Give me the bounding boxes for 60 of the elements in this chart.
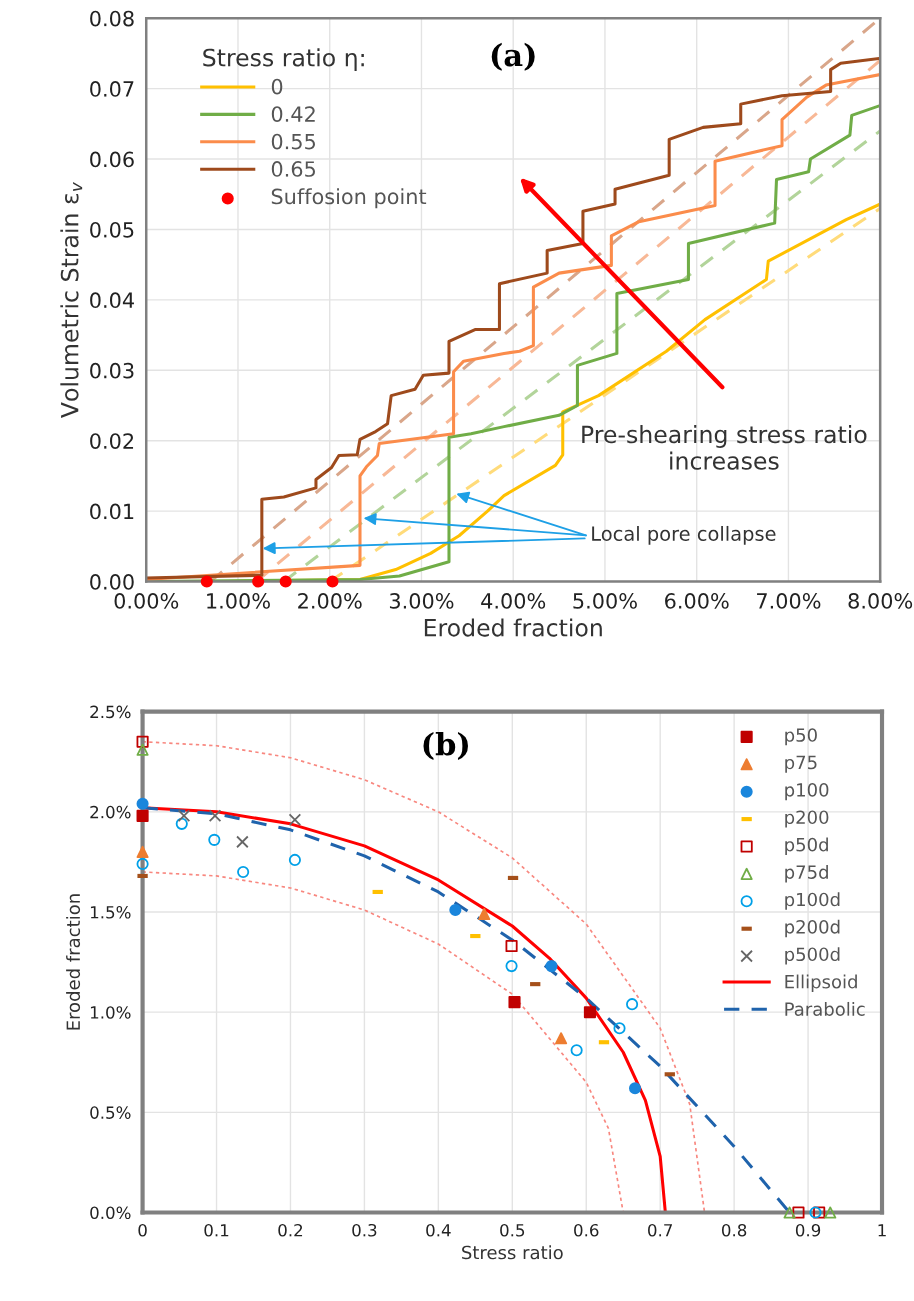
y-tick-label: 0.00	[90, 574, 134, 590]
legend-label: p100	[785, 783, 829, 801]
x-tick-label: 0.7	[648, 1223, 673, 1237]
y-tick-label: 0.02	[90, 433, 134, 449]
y-tick-label: 0.04	[90, 292, 134, 309]
x-tick-label: 2.00%	[298, 593, 362, 609]
legend-label: p75	[785, 755, 817, 773]
x-axis-title: Stress ratio	[462, 1245, 563, 1260]
y-axis-title: Eroded fraction	[66, 894, 81, 1030]
x-tick-label: 7.00%	[757, 593, 821, 609]
y-axis-title: Volumetric Strain ε$_{v}$	[60, 182, 83, 418]
x-tick-label: 4.00%	[481, 593, 546, 609]
annotation: Local pore collapse	[592, 525, 776, 545]
legend-label: 0	[271, 78, 283, 95]
x-tick-label: 0.8	[721, 1223, 747, 1237]
legend-label: p500d	[785, 947, 840, 965]
y-tick-label: 0.05	[90, 221, 134, 238]
x-tick-label: 3.00%	[389, 593, 454, 609]
y-tick-label: 1.0%	[90, 1006, 131, 1019]
legend-label: 0.55	[271, 133, 315, 150]
legend-label: Ellipsoid	[785, 974, 857, 993]
legend-label: Parabolic	[785, 1001, 865, 1016]
y-tick-label: 1.5%	[90, 905, 131, 919]
text: (a)	[491, 42, 535, 71]
x-tick-label: 1.00%	[207, 593, 270, 609]
x-tick-label: 6.00%	[665, 593, 729, 609]
legend-label: p100d	[785, 892, 840, 910]
x-tick-label: 0.9	[795, 1223, 821, 1237]
legend-label: 0.65	[271, 161, 315, 177]
x-tick-label: 0.00%	[114, 593, 179, 609]
x-tick-label: 0.5	[500, 1223, 525, 1237]
legend-label: p200	[785, 810, 829, 828]
x-tick-label: 0	[138, 1223, 147, 1237]
annotation: Pre-shearing stress ratio increases	[582, 425, 867, 470]
x-tick-label: 0.3	[352, 1223, 377, 1237]
y-tick-label: 0.0%	[90, 1206, 131, 1220]
x-tick-label: 1	[878, 1224, 886, 1237]
y-tick-label: 0.5%	[90, 1106, 131, 1119]
y-tick-label: 0.03	[90, 362, 134, 379]
legend-label: p75d	[785, 864, 828, 883]
y-tick-label: 0.07	[90, 81, 134, 97]
y-tick-label: 0.08	[90, 10, 134, 27]
legend-label: p50d	[785, 837, 828, 855]
y-tick-label: 2.0%	[90, 805, 131, 819]
x-tick-label: 0.6	[574, 1223, 599, 1237]
x-tick-label: 0.1	[204, 1223, 229, 1237]
x-tick-label: 0.2	[278, 1223, 303, 1237]
x-tick-label: 0.4	[426, 1223, 451, 1237]
y-tick-label: 2.5%	[90, 705, 131, 719]
legend-label: p200d	[785, 919, 840, 938]
legend-label: p50	[785, 728, 817, 746]
y-tick-label: 0.01	[90, 503, 134, 520]
x-tick-label: 8.00%	[848, 593, 913, 609]
y-tick-label: 0.06	[90, 151, 134, 168]
x-tick-label: 5.00%	[573, 593, 637, 609]
x-axis-title: Eroded fraction	[424, 618, 602, 637]
legend-title: Stress ratio η:	[203, 48, 364, 72]
legend-label: 0.42	[271, 106, 315, 122]
text: (b)	[423, 731, 468, 760]
legend-label: Suffosion point	[271, 188, 427, 209]
